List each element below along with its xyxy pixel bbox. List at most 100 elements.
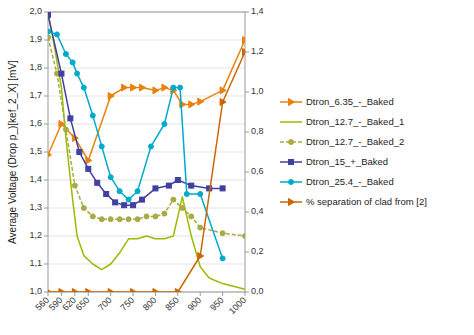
point xyxy=(153,214,158,219)
y-axis-label: Average Voltage (Drop p_)[kef_2_X] [mV] xyxy=(7,60,18,244)
y2-tick-label: 0,8 xyxy=(251,126,264,136)
y-tick xyxy=(44,292,48,293)
grid xyxy=(48,12,245,292)
point xyxy=(220,256,225,261)
point xyxy=(131,84,137,91)
x-tick-label: 900 xyxy=(186,295,204,313)
point xyxy=(59,71,64,76)
y-tick xyxy=(44,68,48,69)
series-line xyxy=(48,32,223,259)
point xyxy=(220,99,226,106)
y2-tick xyxy=(245,52,249,53)
plot-area xyxy=(48,12,245,292)
point xyxy=(198,253,204,260)
point xyxy=(220,231,225,236)
point xyxy=(86,289,92,293)
point xyxy=(175,289,181,293)
x-tick xyxy=(88,292,89,296)
point xyxy=(75,71,80,76)
legend-label: Dtron_15_+_Baked xyxy=(306,156,388,167)
point xyxy=(153,289,159,293)
chart: 56059062065070075080085090095010001,01,1… xyxy=(0,0,474,335)
series xyxy=(48,49,245,293)
y2-tick xyxy=(245,292,249,293)
y-tick xyxy=(44,96,48,97)
y-tick xyxy=(44,208,48,209)
legend-line xyxy=(280,121,302,123)
x-tick-label: 700 xyxy=(96,295,114,313)
point xyxy=(153,186,158,191)
legend-marker xyxy=(289,180,294,185)
point xyxy=(108,175,113,180)
x-tick xyxy=(200,292,201,296)
point xyxy=(189,101,195,108)
legend-marker xyxy=(289,99,295,106)
point xyxy=(90,113,95,118)
y2-tick-label: 1,4 xyxy=(251,6,264,16)
y-tick-label: 2,0 xyxy=(29,6,42,16)
point xyxy=(135,217,140,222)
x-tick-label: 800 xyxy=(141,295,159,313)
y-tick xyxy=(44,152,48,153)
grid-line xyxy=(48,124,245,125)
point xyxy=(108,217,113,222)
y2-tick-label: 0,4 xyxy=(251,206,264,216)
point xyxy=(48,289,52,293)
x-tick xyxy=(245,292,246,296)
point xyxy=(99,217,104,222)
x-tick-label: 750 xyxy=(118,295,136,313)
point xyxy=(243,37,246,44)
point xyxy=(198,98,204,105)
y-tick xyxy=(44,180,48,181)
point xyxy=(140,84,146,91)
y2-tick-label: 0,6 xyxy=(251,166,264,176)
y-tick-label: 1,3 xyxy=(29,202,42,212)
series xyxy=(48,12,225,207)
point xyxy=(126,217,131,222)
y-tick-label: 1,2 xyxy=(29,230,42,240)
point xyxy=(48,35,51,40)
y-tick-label: 1,0 xyxy=(29,286,42,296)
series xyxy=(48,35,245,239)
point xyxy=(135,189,140,194)
point xyxy=(140,197,145,202)
point xyxy=(131,203,136,208)
point xyxy=(122,203,127,208)
y-tick-label: 1,8 xyxy=(29,62,42,72)
legend-marker xyxy=(289,160,294,165)
y-tick-label: 1,6 xyxy=(29,118,42,128)
point xyxy=(198,225,203,230)
point xyxy=(108,93,114,100)
y2-tick-label: 0,2 xyxy=(251,246,264,256)
x-tick xyxy=(133,292,134,296)
grid-line xyxy=(48,68,245,69)
point xyxy=(117,189,122,194)
point xyxy=(162,84,168,91)
point xyxy=(81,206,86,211)
point xyxy=(198,192,203,197)
point xyxy=(81,85,86,90)
grid-line xyxy=(48,208,245,209)
grid-line xyxy=(48,264,245,265)
x-tick xyxy=(177,292,178,296)
point xyxy=(220,87,226,94)
point xyxy=(243,234,246,239)
y2-tick-label: 1,2 xyxy=(251,46,264,56)
x-tick xyxy=(222,292,223,296)
point xyxy=(189,214,194,219)
x-tick xyxy=(48,292,49,296)
point xyxy=(162,122,167,127)
legend: Dtron_6.35_-_BakedDtron_12.7_-_Baked_1Dt… xyxy=(280,96,427,207)
y-tick-label: 1,7 xyxy=(29,90,42,100)
point xyxy=(63,52,68,57)
y2-tick xyxy=(245,172,249,173)
point xyxy=(189,183,194,188)
point xyxy=(117,217,122,222)
point xyxy=(108,289,114,293)
point xyxy=(171,197,176,202)
point xyxy=(54,32,59,37)
x-tick xyxy=(74,292,75,296)
legend-label: Dtron_12.7_-_Baked_1 xyxy=(306,116,404,127)
y2-tick-label: 0,0 xyxy=(251,286,264,296)
point xyxy=(122,84,128,91)
